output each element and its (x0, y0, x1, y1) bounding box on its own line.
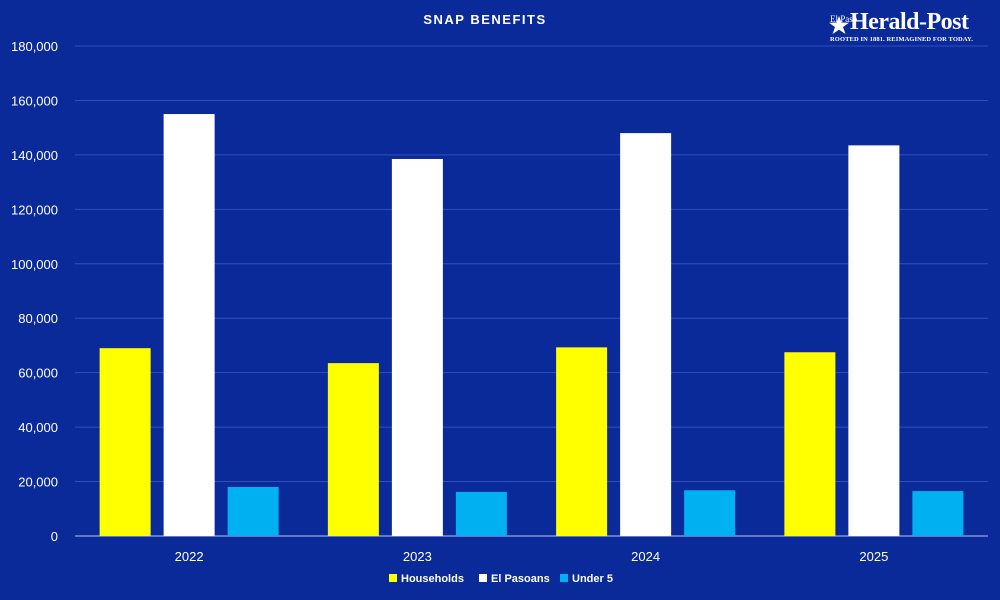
x-tick-label: 2024 (631, 549, 660, 564)
bar-households-2022 (99, 348, 151, 536)
legend-swatch-el-pasoans (479, 574, 487, 582)
x-axis: 2022 2023 2024 2025 (175, 549, 889, 564)
y-tick-label: 100,000 (11, 257, 58, 272)
bar-under-5-2024 (684, 490, 736, 536)
x-tick-label: 2022 (175, 549, 204, 564)
y-tick-label: 120,000 (11, 202, 58, 217)
chart-title: SNAP BENEFITS (423, 12, 546, 27)
bar-el-pasoans-2023 (391, 158, 443, 536)
star-logo-icon (829, 16, 849, 34)
bar-el-pasoans-2024 (620, 133, 672, 536)
gridlines (75, 45, 988, 537)
bar-households-2023 (327, 363, 379, 536)
y-tick-label: 80,000 (18, 311, 58, 326)
x-tick-label: 2025 (859, 549, 888, 564)
logo-tagline: ROOTED IN 1881. REIMAGINED FOR TODAY. (830, 36, 973, 43)
y-tick-label: 60,000 (18, 366, 58, 381)
bar-el-pasoans-2025 (848, 145, 900, 536)
logo-small-text: El Paso (830, 14, 858, 24)
bars (99, 114, 964, 537)
y-tick-label: 140,000 (11, 148, 58, 163)
y-tick-label: 160,000 (11, 93, 58, 108)
bar-under-5-2022 (227, 487, 279, 536)
y-tick-label: 20,000 (18, 475, 58, 490)
herald-post-logo: El Paso Herald-Post ROOTED IN 1881. REIM… (828, 9, 978, 48)
legend-label-el-pasoans: El Pasoans (491, 573, 550, 585)
bar-under-5-2023 (455, 491, 507, 536)
y-tick-label: 0 (51, 529, 58, 544)
x-tick-label: 2023 (403, 549, 432, 564)
bar-households-2025 (784, 352, 836, 536)
y-axis: 0 20,000 40,000 60,000 80,000 100,000 120,000 1… (11, 39, 58, 544)
legend-label-households: Households (401, 573, 464, 585)
legend: Households El Pasoans Under 5 (389, 573, 613, 585)
y-tick-label: 40,000 (18, 420, 58, 435)
y-tick-label: 180,000 (11, 39, 58, 54)
bar-under-5-2025 (912, 491, 964, 536)
legend-label-under-5: Under 5 (572, 573, 613, 585)
bar-el-pasoans-2022 (163, 114, 215, 537)
legend-swatch-under-5 (560, 574, 568, 582)
legend-swatch-households (389, 574, 397, 582)
logo-main-text: Herald-Post (850, 9, 969, 35)
bar-households-2024 (556, 347, 608, 536)
